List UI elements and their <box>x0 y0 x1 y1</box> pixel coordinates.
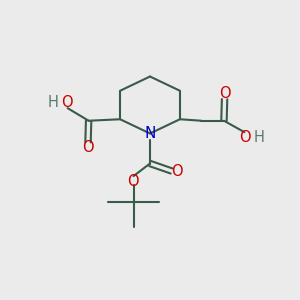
Text: O: O <box>127 174 139 189</box>
Text: O: O <box>82 140 94 155</box>
Text: N: N <box>144 126 156 141</box>
Text: O: O <box>171 164 183 179</box>
Text: H: H <box>47 95 58 110</box>
Text: O: O <box>239 130 251 145</box>
Text: O: O <box>219 86 230 101</box>
Text: H: H <box>254 130 265 145</box>
Text: O: O <box>61 95 73 110</box>
